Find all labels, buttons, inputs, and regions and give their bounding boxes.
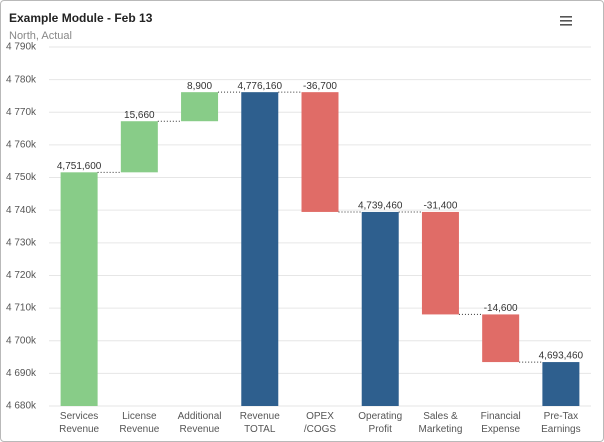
x-tick-label: License Revenue: [119, 411, 159, 435]
menu-bar: [560, 16, 572, 18]
data-label: 4,751,600: [57, 161, 102, 172]
data-label: 4,739,460: [358, 201, 403, 212]
y-tick-label: 4 690k: [6, 368, 37, 379]
bar: [421, 211, 459, 315]
menu-bar: [560, 24, 572, 26]
data-label: -36,700: [303, 81, 337, 92]
bar: [241, 92, 279, 406]
data-label: 4,693,460: [539, 351, 584, 362]
x-tick-label: Financial Expense: [481, 411, 521, 435]
bar: [361, 211, 399, 406]
y-tick-label: 4 700k: [6, 335, 37, 346]
x-tick-label: Revenue TOTAL: [240, 411, 280, 435]
y-tick-label: 4 750k: [6, 172, 37, 183]
y-tick-label: 4 770k: [6, 107, 37, 118]
bar: [181, 92, 219, 122]
chart-subtitle: North, Actual: [9, 30, 72, 42]
y-tick-label: 4 680k: [6, 401, 37, 412]
bar: [60, 172, 98, 406]
data-label: -31,400: [423, 201, 457, 212]
x-tick-label: OPEX/COGS: [304, 411, 337, 435]
x-tick-label: Sales & Marketing: [418, 411, 462, 435]
y-tick-label: 4 710k: [6, 303, 37, 314]
y-tick-label: 4 730k: [6, 237, 37, 248]
y-tick-label: 4 780k: [6, 74, 37, 85]
x-tick-label: Additional Revenue: [178, 411, 222, 435]
x-tick-label: Operating Profit: [358, 411, 402, 435]
menu-bar: [560, 20, 572, 22]
x-tick-label: Pre-Tax Earnings: [541, 411, 580, 435]
data-label: -14,600: [484, 303, 518, 314]
y-tick-label: 4 790k: [6, 42, 37, 53]
y-tick-label: 4 740k: [6, 205, 37, 216]
bar: [120, 121, 158, 173]
menu-button[interactable]: [557, 12, 575, 30]
data-label: 8,900: [187, 81, 212, 92]
data-label: 15,660: [124, 110, 155, 121]
chart-title: Example Module - Feb 13: [9, 11, 153, 25]
bar: [542, 362, 580, 406]
bar: [482, 314, 520, 363]
x-tick-label: Services Revenue: [59, 411, 99, 435]
bar: [301, 92, 339, 212]
y-tick-label: 4 720k: [6, 270, 37, 281]
y-tick-label: 4 760k: [6, 140, 37, 151]
data-label: 4,776,160: [238, 81, 283, 92]
